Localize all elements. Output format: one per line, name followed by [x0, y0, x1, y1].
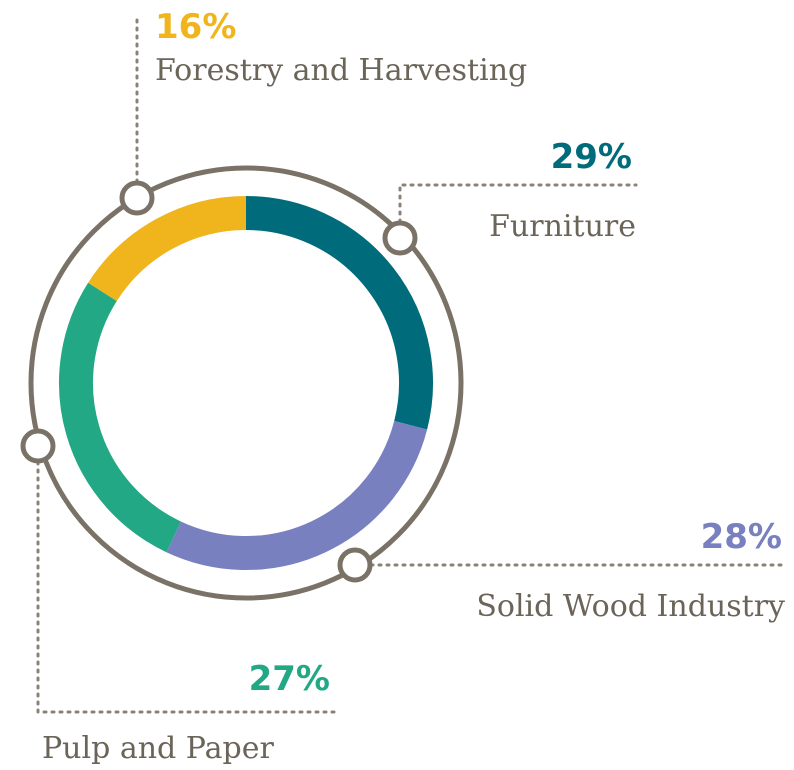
marker — [20, 428, 56, 464]
leader-line — [398, 183, 638, 240]
donut — [59, 196, 433, 570]
category-label: Forestry and Harvesting — [155, 53, 527, 88]
donut-segment — [166, 420, 428, 570]
donut-segment — [59, 282, 182, 553]
category-label: Solid Wood Industry — [476, 589, 785, 624]
value-label: 16% — [155, 7, 236, 47]
value-label: 29% — [551, 137, 632, 177]
category-label: Pulp and Paper — [42, 731, 274, 766]
leader-line — [36, 444, 337, 714]
donut-segment — [245, 196, 433, 430]
value-label: 27% — [249, 659, 330, 699]
marker — [337, 547, 373, 583]
category-label: Furniture — [489, 209, 636, 244]
donut-segment — [88, 196, 247, 302]
marker — [382, 220, 418, 256]
marker — [119, 180, 155, 216]
outer-ring — [28, 165, 464, 601]
value-label: 28% — [701, 517, 782, 557]
